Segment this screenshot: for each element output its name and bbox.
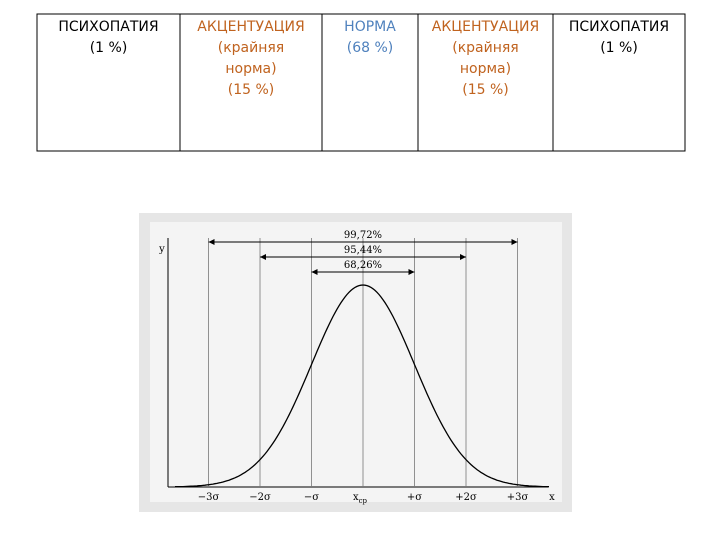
- cell-text: НОРМА: [344, 19, 396, 35]
- normal-curve: [175, 284, 549, 488]
- figure-panel: [150, 222, 562, 502]
- y-axis-label: y: [158, 244, 165, 255]
- cell-text: норма): [225, 61, 276, 77]
- cell-text: ПСИХОПАТИЯ: [569, 19, 669, 35]
- table-border: [36, 13, 686, 152]
- x-tick-label: +3σ: [507, 492, 529, 503]
- x-axis-label: x: [549, 492, 555, 503]
- x-tick-label: xср: [353, 492, 368, 505]
- cell-text: АКЦЕНТУАЦИЯ: [197, 19, 305, 35]
- cell-text: АКЦЕНТУАЦИЯ: [432, 19, 540, 35]
- x-tick-label: +σ: [407, 492, 422, 503]
- interval-label: 95,44%: [344, 245, 382, 256]
- cell-text: (15 %): [462, 82, 509, 98]
- cell-text: (крайняя: [218, 40, 284, 56]
- cell-text: (15 %): [228, 82, 275, 98]
- table-cell: АКЦЕНТУАЦИЯ (крайняя норма) (15 %): [432, 19, 540, 98]
- x-tick-label: −σ: [304, 492, 319, 503]
- x-tick-label: −2σ: [249, 492, 271, 503]
- x-tick-label: +2σ: [455, 492, 477, 503]
- table-cell: ПСИХОПАТИЯ (1 %): [569, 19, 669, 56]
- x-tick-label: −3σ: [198, 492, 220, 503]
- tick-main: x: [353, 492, 359, 503]
- cell-text: ПСИХОПАТИЯ: [58, 19, 158, 35]
- tick-sub: ср: [359, 497, 368, 505]
- interval-label: 68,26%: [344, 260, 382, 271]
- table-cell: НОРМА (68 %): [344, 19, 396, 56]
- table-cell: АКЦЕНТУАЦИЯ (крайняя норма) (15 %): [197, 19, 305, 98]
- interval-label: 99,72%: [344, 230, 382, 241]
- cell-text: (1 %): [90, 40, 128, 56]
- cell-text: (1 %): [600, 40, 638, 56]
- cell-text: (крайняя: [452, 40, 518, 56]
- cell-text: норма): [460, 61, 511, 77]
- table-cell: ПСИХОПАТИЯ (1 %): [58, 19, 158, 56]
- cell-text: (68 %): [347, 40, 394, 56]
